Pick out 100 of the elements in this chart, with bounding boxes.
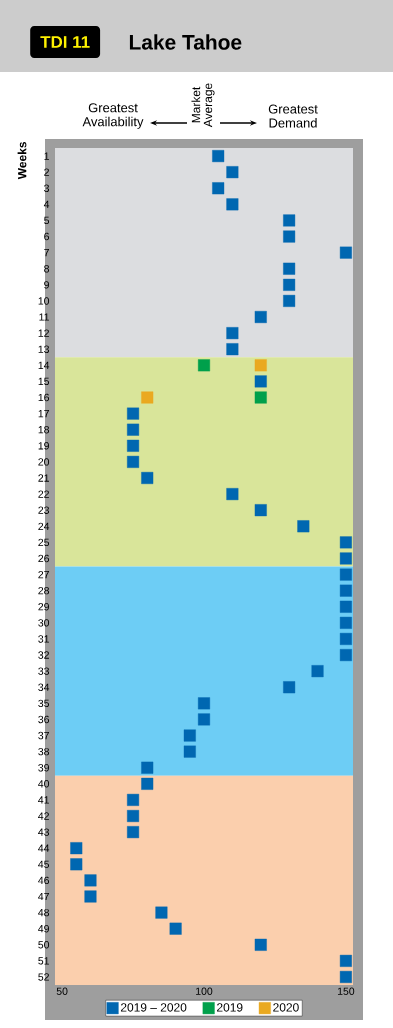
point [183,729,196,742]
y-tick-label: 51 [38,957,49,965]
y-tick-label: 23 [38,506,50,514]
point [127,810,140,823]
y-tick-label: 19 [38,442,49,450]
y-tick-label: 10 [38,297,50,305]
point [311,665,324,678]
y-tick-label: 27 [38,570,49,579]
point [169,922,182,935]
y-tick-label: 28 [38,586,50,595]
y-tick-label: 18 [38,426,50,434]
y-tick-label: 39 [38,764,49,772]
point [212,150,225,163]
point [198,713,210,726]
point [127,407,140,420]
point [283,214,296,227]
y-tick-label: 26 [38,554,50,563]
y-tick-label: 7 [44,249,49,257]
y-tick-label: 45 [38,860,50,868]
y-tick-label: 49 [38,924,49,933]
y-tick-label: 41 [38,796,49,804]
point [141,471,154,484]
y-tick-label: 14 [38,361,50,369]
y-tick-label: 33 [38,667,50,675]
point [339,600,352,613]
y-tick-label: 21 [38,474,49,482]
y-tick-label: 1 [44,152,49,160]
point [254,311,267,324]
y-tick-label: 6 [44,232,50,241]
point [254,359,267,372]
point [198,359,210,372]
point [339,552,352,565]
y-tick-label: 34 [38,683,50,691]
point [84,874,97,887]
point [254,938,267,951]
point [84,890,97,903]
point [339,568,352,581]
x-tick-label: 100 [196,987,213,995]
y-tick-label: 48 [38,908,50,917]
point [254,504,267,517]
point [141,777,154,790]
y-tick-label: 38 [38,747,50,756]
point [141,761,154,774]
point [283,681,296,694]
y-tick-label: 44 [38,844,50,852]
point [226,343,239,356]
point [339,649,352,662]
y-tick-label: 5 [44,216,50,225]
y-tick-label: 25 [38,538,50,547]
y-tick-label: 46 [38,876,50,885]
point [226,327,239,340]
y-tick-label: 9 [44,281,49,289]
y-tick-label: 16 [38,393,50,402]
y-tick-label: 35 [38,699,50,708]
y-tick-label: 17 [38,410,49,418]
point [254,391,267,404]
point [127,439,140,452]
legend-label: 2020 [273,1003,299,1012]
point [226,166,239,179]
point [339,584,352,597]
y-tick-label: 13 [38,345,50,353]
y-tick-label: 43 [38,828,50,836]
point [283,278,296,291]
point [155,906,168,919]
chart-title: Lake Tahoe [129,34,242,50]
text: Greatest Demand [268,104,318,128]
point [127,826,140,839]
point [70,842,83,855]
y-tick-label: 40 [38,780,50,788]
point [339,632,352,645]
y-tick-label: 24 [38,522,50,530]
y-tick-label: 36 [38,715,50,724]
point [339,536,352,549]
y-tick-label: 47 [38,892,49,901]
y-tick-label: 4 [43,200,50,208]
point [339,616,352,629]
point [141,391,154,404]
y-tick-label: 42 [38,812,49,820]
text: Market Average [191,83,215,128]
point [198,697,210,710]
point [283,294,296,307]
y-tick-label: 50 [38,941,50,949]
y-tick-label: 52 [38,973,49,981]
point [339,246,352,259]
point [127,455,140,468]
point [283,230,296,243]
y-tick-label: 30 [38,619,50,627]
y-tick-label: 29 [38,603,49,611]
point [183,745,196,758]
legend-label: 2019 [217,1003,243,1012]
x-tick-label: 150 [337,987,355,995]
point [127,793,140,806]
point [70,858,83,871]
y-tick-label: 8 [44,265,50,273]
y-tick-label: 32 [38,651,49,659]
y-tick-label: 2 [44,168,49,176]
y-axis-title: Weeks [17,142,27,180]
y-tick-label: 37 [38,731,49,740]
text: TDI 11 [40,36,90,48]
point [226,198,239,211]
